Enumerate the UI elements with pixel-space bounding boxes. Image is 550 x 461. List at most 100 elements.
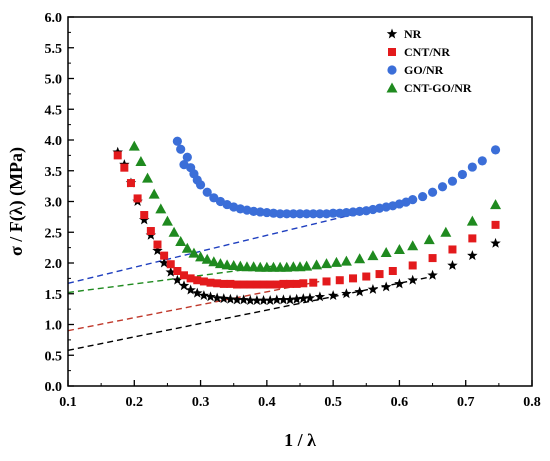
data-point bbox=[311, 259, 323, 270]
data-point bbox=[158, 257, 170, 268]
data-point bbox=[335, 276, 344, 285]
data-point bbox=[427, 187, 438, 197]
data-point bbox=[181, 242, 193, 253]
data-point bbox=[362, 272, 371, 281]
data-point bbox=[375, 270, 384, 279]
data-point bbox=[228, 259, 240, 270]
data-point bbox=[275, 209, 285, 219]
data-point bbox=[393, 243, 405, 254]
data-point bbox=[234, 260, 246, 271]
data-point bbox=[155, 203, 167, 214]
data-point bbox=[219, 279, 228, 288]
series-nr bbox=[112, 146, 501, 305]
fit-line bbox=[67, 202, 400, 284]
y-tick-label: 4.5 bbox=[45, 103, 63, 118]
data-point bbox=[407, 240, 419, 251]
data-point bbox=[304, 292, 316, 303]
data-point bbox=[195, 180, 206, 190]
data-point bbox=[166, 260, 175, 269]
data-point bbox=[251, 295, 263, 305]
data-point bbox=[160, 251, 169, 260]
data-point bbox=[252, 280, 261, 289]
data-point bbox=[258, 295, 269, 305]
data-point bbox=[172, 274, 183, 285]
data-point bbox=[330, 256, 342, 267]
data-point bbox=[291, 293, 302, 304]
data-point bbox=[245, 295, 256, 305]
data-point bbox=[192, 287, 203, 298]
data-point bbox=[226, 279, 235, 288]
y-tick-label: 4.0 bbox=[45, 134, 63, 149]
x-tick-label: 0.1 bbox=[59, 395, 77, 410]
data-point bbox=[175, 235, 187, 246]
x-tick-label: 0.7 bbox=[457, 395, 475, 410]
y-tick-label: 3.5 bbox=[45, 165, 63, 180]
y-tick-label: 1.0 bbox=[45, 319, 63, 334]
data-point bbox=[367, 250, 379, 261]
x-tick-label: 0.8 bbox=[523, 395, 541, 410]
data-point bbox=[279, 279, 288, 288]
data-point bbox=[408, 261, 417, 270]
data-point bbox=[271, 294, 283, 305]
data-point bbox=[231, 294, 243, 305]
data-point bbox=[185, 284, 196, 295]
data-point bbox=[467, 162, 477, 172]
data-point bbox=[490, 145, 501, 155]
data-point bbox=[354, 286, 365, 297]
data-point bbox=[380, 247, 392, 258]
legend-marker bbox=[386, 28, 398, 39]
data-point bbox=[173, 266, 182, 275]
data-point bbox=[221, 259, 233, 270]
data-point bbox=[284, 294, 296, 305]
data-point bbox=[437, 182, 448, 192]
data-point bbox=[255, 207, 265, 217]
x-tick-label: 0.6 bbox=[391, 395, 409, 410]
data-point bbox=[262, 207, 272, 218]
data-point bbox=[321, 258, 333, 269]
legend-marker bbox=[386, 82, 398, 93]
data-point bbox=[292, 279, 301, 288]
legend: NR CNT/NR GO/NR CNT-GO/NR bbox=[386, 27, 472, 95]
y-axis-title: σ / F(λ) (MPa) bbox=[6, 147, 27, 256]
data-point bbox=[491, 220, 500, 229]
data-point bbox=[477, 156, 487, 166]
x-tick-label: 0.3 bbox=[192, 395, 210, 410]
data-point bbox=[308, 209, 318, 219]
data-point bbox=[214, 258, 226, 269]
data-point bbox=[238, 294, 249, 305]
data-point bbox=[428, 254, 437, 263]
data-point bbox=[233, 280, 242, 289]
data-point bbox=[195, 251, 207, 262]
data-point bbox=[272, 280, 281, 289]
data-point bbox=[341, 207, 351, 218]
data-point bbox=[340, 255, 352, 266]
fit-line bbox=[67, 280, 321, 332]
data-point bbox=[239, 280, 248, 289]
data-point bbox=[322, 277, 331, 286]
data-point bbox=[408, 195, 418, 205]
data-point bbox=[268, 208, 279, 218]
y-tick-label: 2.5 bbox=[45, 226, 63, 241]
data-point bbox=[208, 256, 220, 267]
data-point bbox=[447, 259, 458, 270]
data-point bbox=[467, 250, 478, 261]
data-point bbox=[349, 274, 358, 283]
data-point bbox=[133, 194, 142, 203]
x-axis: 0.1 0.2 0.3 0.4 0.5 0.6 0.7 0.8 bbox=[59, 380, 541, 410]
legend-marker bbox=[388, 48, 396, 56]
data-point bbox=[394, 278, 405, 289]
data-point bbox=[423, 234, 435, 245]
series-cnt-go-nr bbox=[128, 140, 502, 272]
data-point bbox=[259, 280, 268, 289]
data-point bbox=[198, 290, 210, 301]
data-point bbox=[202, 187, 212, 197]
data-point bbox=[335, 208, 345, 218]
y-tick-label: 0.5 bbox=[45, 349, 63, 364]
data-point bbox=[282, 209, 292, 219]
data-point bbox=[427, 269, 438, 280]
data-point bbox=[218, 293, 229, 304]
data-point bbox=[298, 293, 309, 304]
data-point bbox=[168, 226, 180, 237]
data-point bbox=[193, 276, 202, 285]
